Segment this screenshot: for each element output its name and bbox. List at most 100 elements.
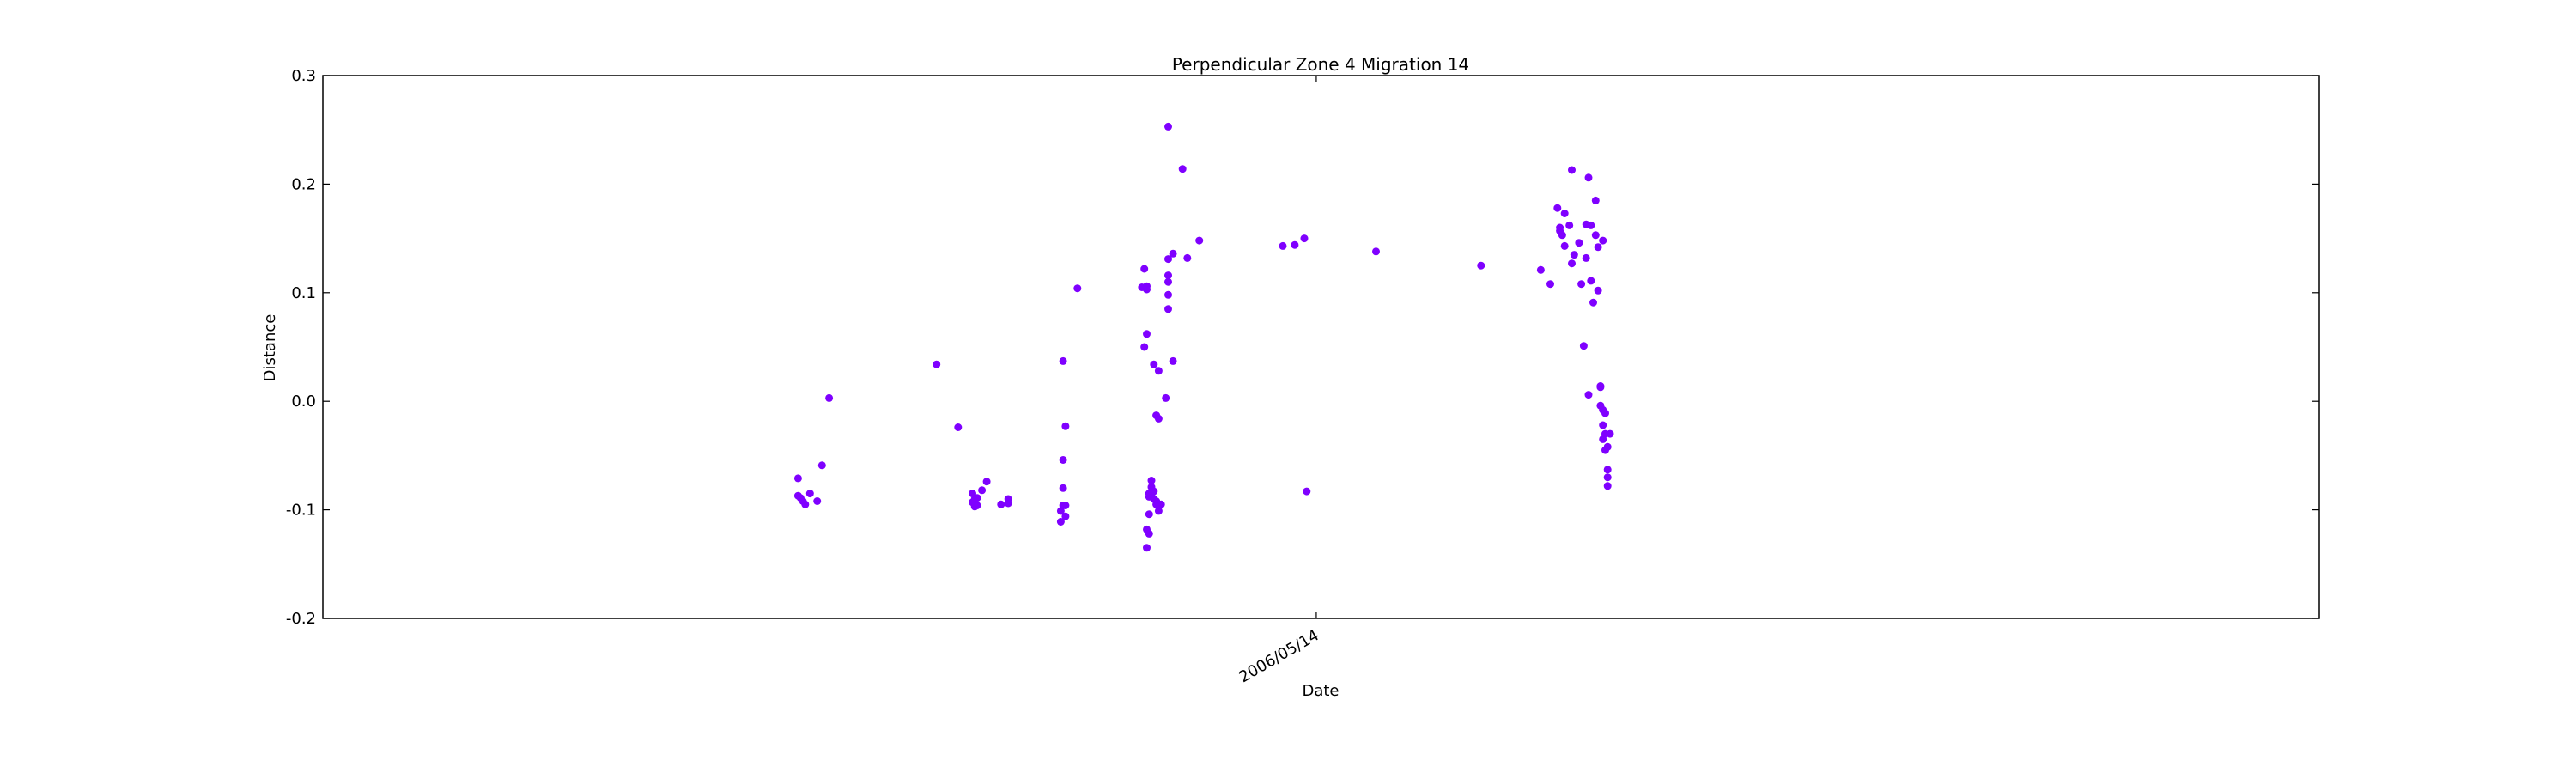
data-point [1603,482,1612,490]
data-point [1061,512,1070,520]
data-point [1169,356,1177,365]
data-point [1372,247,1380,256]
data-point [1579,342,1588,350]
y-tick-label: 0.2 [291,175,316,193]
data-point [1603,473,1612,482]
data-point [973,494,981,502]
data-point [1568,166,1576,174]
data-point [1164,277,1172,286]
data-point [1183,253,1192,262]
x-axis: 2006/05/14 [1236,76,1322,686]
data-point [1059,456,1067,464]
data-point [1560,241,1569,250]
data-point [1154,367,1163,375]
data-point [1164,122,1172,131]
x-tick-label: 2006/05/14 [1236,626,1321,686]
data-point [1553,204,1562,212]
y-tick-label: 0.1 [291,284,316,302]
data-point [1587,221,1595,229]
data-point [1150,487,1158,496]
data-point [933,360,941,368]
data-point [801,500,810,508]
data-point [805,490,814,498]
y-axis: -0.2 -0.1 0.0 0.1 0.2 0.3 [286,67,2319,628]
data-point [813,497,822,505]
data-point [1603,442,1612,451]
data-point [1577,280,1586,289]
data-point [793,474,802,483]
data-point [1560,210,1569,217]
data-point [1059,356,1067,365]
data-point [1061,422,1070,430]
data-point [1140,343,1149,351]
data-point [1154,414,1163,423]
data-point [1558,231,1566,240]
data-point [1157,500,1165,508]
data-point [825,393,834,402]
data-point [1570,251,1578,259]
data-point [1300,234,1309,243]
data-point [1601,409,1609,417]
data-point [1594,286,1602,295]
data-point [1004,499,1012,508]
data-point [1162,393,1170,402]
y-tick-label: -0.2 [286,610,316,628]
data-point [997,500,1005,508]
data-point [1154,507,1163,515]
data-point [1169,249,1177,258]
data-point [1303,487,1311,496]
data-point [1477,261,1485,270]
y-tick-label: 0.3 [291,67,316,85]
data-point [978,486,987,495]
data-point [954,423,963,431]
data-point [982,478,991,486]
data-point [1582,253,1590,262]
data-point [1599,421,1607,429]
y-tick-label: -0.1 [286,502,316,520]
data-point [1059,484,1067,492]
data-points [793,122,1614,552]
data-point [1568,259,1576,268]
data-point [1143,285,1151,294]
data-point [1591,231,1600,240]
data-point [1594,243,1602,252]
data-point [1056,518,1065,526]
data-point [1145,510,1153,519]
chart-title: Perpendicular Zone 4 Migration 14 [1172,54,1469,75]
data-point [1150,360,1158,368]
data-point [1164,290,1172,299]
data-point [817,461,826,470]
x-axis-label: Date [1302,682,1339,700]
data-point [1164,305,1172,313]
data-point [1143,544,1151,552]
data-point [1603,466,1612,474]
data-point [1584,391,1593,399]
y-axis-label: Distance [261,314,279,382]
data-point [1565,221,1574,229]
data-point [1195,236,1204,245]
plot-area-frame [322,75,2320,619]
data-point [1599,236,1607,245]
data-point [1587,277,1595,285]
data-point [1279,241,1287,250]
data-point [1178,165,1187,173]
data-point [1596,382,1605,390]
data-point [1546,280,1554,289]
y-tick-label: 0.0 [291,393,316,411]
data-point [1575,239,1583,247]
data-point [1584,173,1593,182]
data-point [1140,265,1149,273]
data-point [973,502,981,509]
data-point [1143,330,1151,338]
data-point [1164,255,1172,264]
data-point [1164,271,1172,280]
data-point [1606,429,1614,438]
data-point [1061,502,1070,509]
data-point [1291,240,1299,249]
data-point [1536,265,1545,274]
data-point [1147,477,1156,484]
data-point [1073,284,1082,293]
data-point [1589,298,1597,307]
data-point [1145,529,1153,538]
